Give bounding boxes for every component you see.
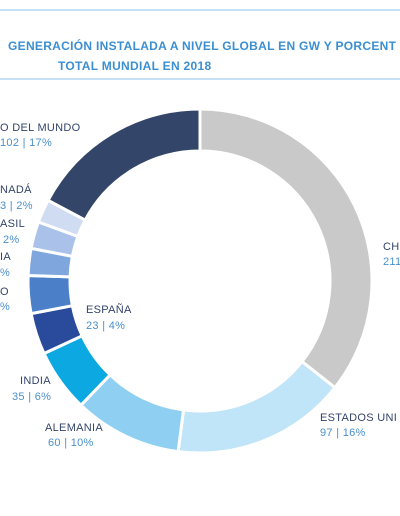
slice-value-label: % <box>0 267 10 279</box>
slice-value-label: 3 | 2% <box>0 200 33 212</box>
slice-value-label: % <box>0 301 10 313</box>
slice-value-label: 97 | 16% <box>320 427 366 439</box>
slice-value-label: 2% <box>3 234 20 246</box>
donut-slice <box>26 273 75 316</box>
slice-label: ASIL <box>0 218 25 230</box>
slice-value-label: 102 | 17% <box>0 137 52 149</box>
slice-label: O <box>0 286 9 298</box>
chart-title: TOTAL MUNDIAL EN 2018 <box>58 59 211 73</box>
slice-label: O DEL MUNDO <box>0 122 81 134</box>
slice-label: INDIA <box>20 375 51 387</box>
slice-value-label: 60 | 10% <box>48 437 94 449</box>
slice-label: IA <box>0 251 11 263</box>
slice-value-label: 35 | 6% <box>12 391 51 403</box>
donut-slice <box>176 359 338 455</box>
slice-label: CH <box>383 241 400 253</box>
slice-label: ALEMANIA <box>45 422 103 434</box>
slice-label: ESPAÑA <box>86 303 132 316</box>
slice-label: NADÁ <box>0 183 32 196</box>
slice-value-label: 211 <box>383 256 400 268</box>
donut-slice <box>198 107 374 390</box>
donut-slice <box>46 107 202 223</box>
slice-label: ESTADOS UNI <box>320 412 397 424</box>
slice-value-label: 23 | 4% <box>86 320 125 332</box>
chart-title: GENERACIÓN INSTALADA A NIVEL GLOBAL EN G… <box>8 38 397 53</box>
